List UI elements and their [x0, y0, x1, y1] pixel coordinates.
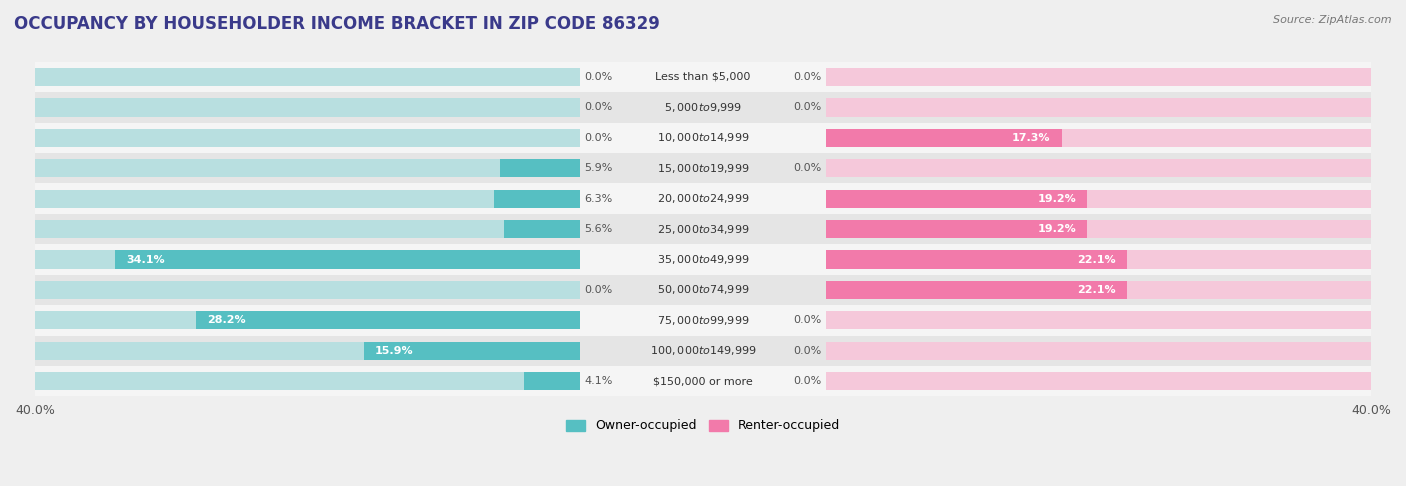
- Text: 5.9%: 5.9%: [585, 163, 613, 173]
- Text: OCCUPANCY BY HOUSEHOLDER INCOME BRACKET IN ZIP CODE 86329: OCCUPANCY BY HOUSEHOLDER INCOME BRACKET …: [14, 15, 659, 33]
- Bar: [35, 335, 1371, 366]
- Bar: [35, 122, 1371, 153]
- Bar: [524, 372, 581, 390]
- Text: 6.3%: 6.3%: [585, 193, 613, 204]
- Text: 17.3%: 17.3%: [1012, 133, 1050, 143]
- Bar: [195, 311, 581, 330]
- Bar: [35, 372, 581, 390]
- Bar: [825, 129, 1062, 147]
- Bar: [35, 183, 1371, 214]
- Bar: [825, 281, 1128, 299]
- Bar: [35, 159, 581, 177]
- Text: 34.1%: 34.1%: [127, 255, 165, 264]
- Bar: [825, 129, 1371, 147]
- Bar: [825, 159, 1371, 177]
- Bar: [825, 220, 1087, 238]
- Bar: [35, 250, 581, 269]
- Text: $25,000 to $34,999: $25,000 to $34,999: [657, 223, 749, 236]
- Text: 0.0%: 0.0%: [793, 72, 821, 82]
- Bar: [35, 190, 581, 208]
- Text: $50,000 to $74,999: $50,000 to $74,999: [657, 283, 749, 296]
- Text: 0.0%: 0.0%: [793, 376, 821, 386]
- Bar: [825, 372, 1371, 390]
- Bar: [825, 250, 1371, 269]
- Bar: [825, 190, 1087, 208]
- Bar: [501, 159, 581, 177]
- Bar: [35, 305, 1371, 335]
- Bar: [35, 129, 581, 147]
- Text: 0.0%: 0.0%: [793, 346, 821, 356]
- Bar: [825, 98, 1371, 117]
- Text: 22.1%: 22.1%: [1077, 285, 1116, 295]
- Bar: [35, 244, 1371, 275]
- Bar: [35, 281, 581, 299]
- Text: $75,000 to $99,999: $75,000 to $99,999: [657, 314, 749, 327]
- Text: $15,000 to $19,999: $15,000 to $19,999: [657, 162, 749, 175]
- Bar: [825, 220, 1371, 238]
- Bar: [35, 220, 581, 238]
- Text: $100,000 to $149,999: $100,000 to $149,999: [650, 344, 756, 357]
- Bar: [35, 68, 581, 86]
- Text: $5,000 to $9,999: $5,000 to $9,999: [664, 101, 742, 114]
- Bar: [825, 190, 1371, 208]
- Text: 19.2%: 19.2%: [1038, 193, 1077, 204]
- Bar: [825, 342, 1371, 360]
- Bar: [825, 250, 1128, 269]
- Text: Source: ZipAtlas.com: Source: ZipAtlas.com: [1274, 15, 1392, 25]
- Text: 5.6%: 5.6%: [585, 224, 613, 234]
- Bar: [35, 275, 1371, 305]
- Bar: [825, 281, 1371, 299]
- Text: 22.1%: 22.1%: [1077, 255, 1116, 264]
- Bar: [825, 311, 1371, 330]
- Text: $35,000 to $49,999: $35,000 to $49,999: [657, 253, 749, 266]
- Bar: [35, 62, 1371, 92]
- Text: 4.1%: 4.1%: [585, 376, 613, 386]
- Text: $150,000 or more: $150,000 or more: [654, 376, 752, 386]
- Text: $20,000 to $24,999: $20,000 to $24,999: [657, 192, 749, 205]
- Text: 19.2%: 19.2%: [1038, 224, 1077, 234]
- Bar: [364, 342, 581, 360]
- Bar: [35, 92, 1371, 122]
- Text: $10,000 to $14,999: $10,000 to $14,999: [657, 131, 749, 144]
- Bar: [35, 98, 581, 117]
- Bar: [35, 366, 1371, 397]
- Bar: [825, 68, 1371, 86]
- Bar: [35, 153, 1371, 183]
- Bar: [35, 214, 1371, 244]
- Text: 0.0%: 0.0%: [793, 103, 821, 112]
- Legend: Owner-occupied, Renter-occupied: Owner-occupied, Renter-occupied: [561, 415, 845, 437]
- Text: 0.0%: 0.0%: [585, 285, 613, 295]
- Bar: [35, 311, 581, 330]
- Text: 28.2%: 28.2%: [207, 315, 246, 325]
- Bar: [495, 190, 581, 208]
- Text: 0.0%: 0.0%: [585, 72, 613, 82]
- Bar: [35, 342, 581, 360]
- Text: 0.0%: 0.0%: [793, 315, 821, 325]
- Bar: [115, 250, 581, 269]
- Text: Less than $5,000: Less than $5,000: [655, 72, 751, 82]
- Text: 15.9%: 15.9%: [374, 346, 413, 356]
- Text: 0.0%: 0.0%: [793, 163, 821, 173]
- Text: 0.0%: 0.0%: [585, 103, 613, 112]
- Bar: [503, 220, 581, 238]
- Text: 0.0%: 0.0%: [585, 133, 613, 143]
